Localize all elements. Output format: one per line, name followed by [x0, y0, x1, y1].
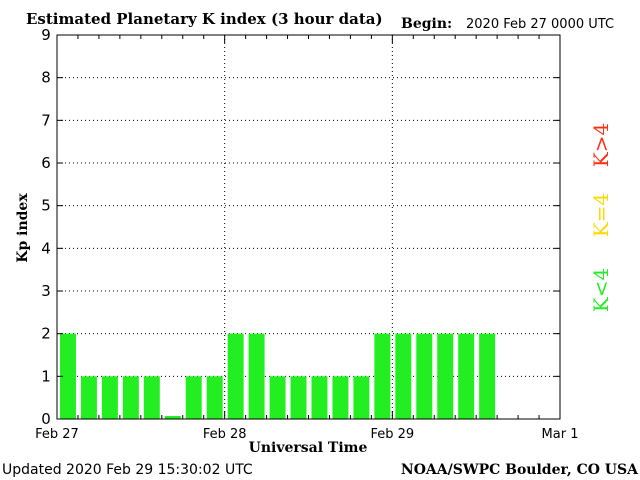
ticks-layer: 0 1 2 3 4 5 6 7 8 9 Feb 27 Feb 28 Feb 29 Mar 1 [35, 26, 578, 442]
updated-timestamp: Updated 2020 Feb 29 15:30:02 UTC [2, 462, 253, 478]
x-day-label: Feb 29 [370, 427, 414, 442]
begin-label: Begin: [401, 16, 452, 32]
y-tick-label: 8 [41, 69, 51, 87]
chart-title: Estimated Planetary K index (3 hour data… [26, 10, 383, 28]
kp-bar [311, 376, 328, 419]
kp-bar [101, 376, 118, 419]
y-tick-label: 7 [41, 111, 51, 129]
kp-bar [122, 376, 139, 419]
credit-text: NOAA/SWPC Boulder, CO USA [401, 462, 639, 478]
kp-bar [353, 376, 370, 419]
kp-bar [227, 333, 244, 419]
legend-mid: K=4 [589, 193, 613, 237]
kp-bar [206, 376, 223, 419]
y-tick-label: 4 [41, 239, 51, 257]
y-tick-label: 2 [41, 325, 51, 343]
y-tick-label: 0 [41, 410, 51, 428]
kp-bar [143, 376, 160, 419]
kp-bar [269, 376, 286, 419]
y-tick-label: 9 [41, 26, 51, 44]
kp-bar [458, 333, 475, 419]
kp-bar [248, 333, 265, 419]
grid-layer [57, 35, 560, 419]
y-tick-label: 3 [41, 282, 51, 300]
kp-bar [374, 333, 391, 419]
kp-bar [479, 333, 496, 419]
kp-bar [395, 333, 412, 419]
y-tick-label: 6 [41, 154, 51, 172]
begin-value: 2020 Feb 27 0000 UTC [466, 17, 614, 32]
x-axis-label: Universal Time [249, 440, 368, 456]
y-tick-label: 1 [41, 367, 51, 385]
kp-bar [60, 333, 76, 419]
x-day-label: Mar 1 [542, 427, 579, 442]
bars-layer [60, 333, 496, 419]
kp-bar [332, 376, 349, 419]
kp-bar [290, 376, 307, 419]
kp-bar [185, 376, 202, 419]
kp-bar [416, 333, 433, 419]
legend-high: K>4 [589, 123, 613, 167]
kp-bar [80, 376, 97, 419]
legend-low: K<4 [589, 268, 613, 312]
y-axis-label: Kp index [15, 193, 31, 263]
kp-bar [437, 333, 454, 419]
y-tick-label: 5 [41, 197, 51, 215]
kp-bar [164, 416, 181, 419]
x-day-label: Feb 27 [35, 427, 79, 442]
x-day-label: Feb 28 [203, 427, 247, 442]
